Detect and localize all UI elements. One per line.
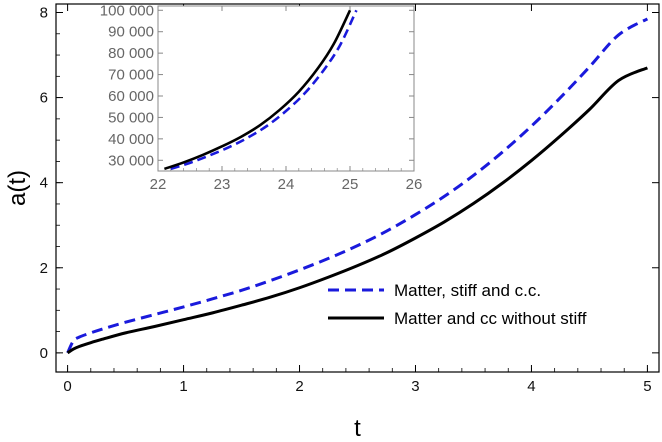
y-tick-label: 0 [40,345,48,362]
inset-x-tick-label: 23 [214,176,231,193]
x-tick-label: 5 [643,378,651,395]
inset-y-tick-label: 70 000 [108,67,154,84]
y-tick-label: 8 [40,5,48,22]
x-tick-label: 1 [179,378,187,395]
inset-plot: 22 23 24 25 26 30 000 40 000 50 000 60 000 70 000… [100,2,423,193]
inset-x-tick-label: 24 [278,176,295,193]
y-tick-label: 2 [40,260,48,277]
x-axis-title: t [354,415,361,442]
inset-series-line-2 [163,9,352,171]
inset-y-tick-label: 80 000 [108,45,154,62]
x-tick-label: 4 [527,378,535,395]
inset-x-tick-label: 22 [150,176,167,193]
y-axis-title: a(t) [4,170,31,206]
inset-x-tick-label: 26 [406,176,423,193]
y-tick-label: 4 [40,175,48,192]
inset-frame [157,5,415,172]
series-line-2 [66,66,649,355]
inset-y-tick-label: 100 000 [100,2,154,19]
x-tick-label: 0 [63,378,71,395]
x-tick-label: 3 [411,378,419,395]
inset-x-tick-label: 25 [342,176,359,193]
inset-y-tick-label: 60 000 [108,88,154,105]
inset-series-group [163,9,358,171]
series-line-1 [66,17,649,354]
inset-y-tick-label: 50 000 [108,109,154,126]
x-tick-label: 2 [295,378,303,395]
inset-y-tick-label: 30 000 [108,152,154,169]
inset-y-tick-label: 40 000 [108,131,154,148]
legend-label-2: Matter and cc without stiff [394,309,587,328]
main-plot-frame [55,3,660,373]
inset-y-tick-label: 90 000 [108,24,154,41]
y-tick-label: 6 [40,90,48,107]
legend-label-1: Matter, stiff and c.c. [394,281,541,300]
inset-series-line-1 [170,9,358,171]
legend: Matter, stiff and c.c. Matter and cc with… [328,281,587,328]
